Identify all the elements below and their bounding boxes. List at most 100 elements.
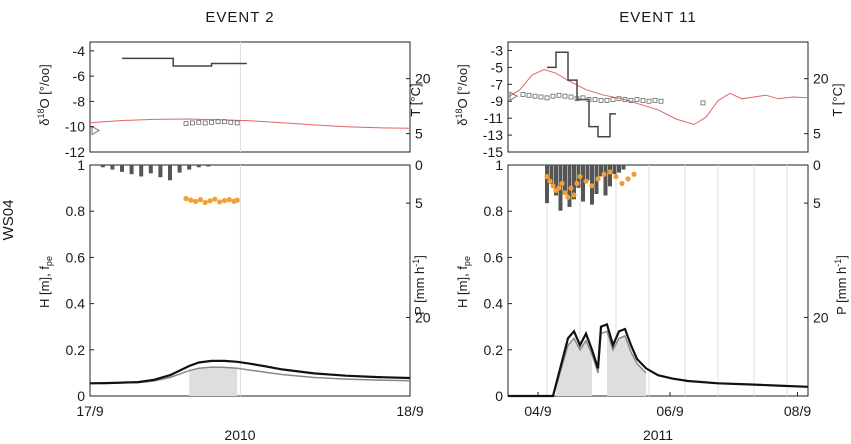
H-event-line-event2 — [89, 366, 411, 385]
rain-d18O-step-event2 — [122, 57, 247, 67]
precip-bar — [100, 165, 105, 168]
fpe-point — [183, 195, 189, 202]
bottom-left-tick-label: 0.6 — [66, 249, 86, 265]
fpe-point — [559, 180, 565, 187]
fpe-point — [207, 198, 213, 204]
bottom-left-tick-label: 0.2 — [66, 342, 86, 358]
year-event11: 2011 — [643, 427, 673, 443]
bottom-left-tick-label: 0.8 — [66, 203, 86, 219]
bottom-left-tick-label: 0.4 — [66, 296, 86, 312]
fpe-point — [631, 171, 637, 177]
bottom-right-tick-label: 5 — [415, 195, 423, 211]
top-left-tick-label: -7 — [491, 76, 504, 92]
H-label-event11: H [m], fpe — [455, 256, 472, 308]
stream-d18O-point — [580, 95, 586, 101]
precip-bar — [148, 165, 153, 174]
bottom-right-tick-label: 0 — [813, 157, 821, 173]
event-water-shade — [556, 338, 592, 396]
fpe-point — [601, 171, 607, 177]
title-event11: EVENT 11 — [619, 9, 696, 26]
stream-d18O-point — [544, 95, 550, 101]
plot-layer: -4 -6 -8 -10 -12 5 20 0 0.2 0.4 0.6 0.8 1 0 5 20 17/9 18/… — [65, 41, 829, 419]
bottom-frame-event11 — [507, 164, 809, 397]
start-marker-event2 — [91, 125, 101, 136]
precip-bar — [581, 165, 585, 202]
fpe-point — [565, 194, 571, 200]
precip-bar — [599, 165, 603, 177]
top-left-tick-label: -12 — [65, 144, 85, 160]
precip-bar — [608, 165, 612, 187]
bottom-left-tick-label: 0 — [495, 388, 503, 404]
row-label: WS04 — [0, 200, 17, 241]
top-frame-event11 — [507, 41, 809, 153]
fpe-point — [193, 198, 199, 205]
top-left-tick-label: -3 — [491, 42, 504, 58]
bottom-left-tick-label: 0.8 — [484, 203, 504, 219]
fpe-point — [568, 185, 574, 191]
stream-d18O-point — [574, 96, 580, 102]
stream-d18O-point — [209, 119, 215, 125]
top-left-tick-label: -4 — [73, 43, 86, 59]
x-tick-label: 17/9 — [76, 403, 103, 419]
bottom-right-tick-label: 20 — [415, 309, 431, 325]
P-label-event2: P [mm h-1] — [411, 255, 427, 315]
precip-bar — [129, 165, 134, 175]
event-water-shade — [189, 367, 238, 396]
title-event2: EVENT 2 — [205, 9, 274, 26]
stream-d18O-point — [610, 97, 616, 102]
bottom-left-tick-label: 0.4 — [484, 296, 504, 312]
top-right-tick-label: 5 — [415, 126, 423, 142]
precip-bar — [554, 165, 558, 196]
stream-d18O-point — [183, 121, 189, 126]
stream-d18O-point — [568, 94, 574, 100]
fpe-point — [556, 185, 562, 191]
H-total-line-event2 — [89, 359, 411, 385]
top-left-tick-label: -10 — [65, 119, 85, 135]
fpe-point — [613, 173, 619, 180]
x-tick-label: 06/9 — [656, 403, 683, 419]
stream-d18O-point — [604, 97, 610, 103]
precip-bar — [120, 165, 124, 172]
start-marker-event11 — [509, 91, 519, 102]
H-label-event2: H [m], fpe — [37, 256, 54, 308]
stream-d18O-point — [221, 119, 227, 125]
precip-bar — [187, 165, 192, 170]
precip-bar — [196, 165, 201, 168]
stream-d18O-point — [616, 96, 622, 102]
fpe-point — [202, 199, 208, 206]
P-label-event11: P [mm h-1] — [833, 255, 849, 315]
event-water-shade — [607, 331, 646, 396]
fpe-point — [212, 196, 218, 202]
year-event2: 2010 — [224, 427, 255, 443]
fpe-point — [234, 197, 240, 203]
bottom-left-tick-label: 0.6 — [484, 249, 504, 265]
H-total-line-event11 — [508, 322, 809, 398]
stream-d18O-point — [634, 97, 640, 102]
precip-bar — [617, 165, 621, 173]
stream-d18O-point — [550, 93, 556, 99]
top-left-tick-label: -11 — [484, 110, 503, 126]
fpe-point — [221, 197, 227, 204]
top-left-tick-label: -5 — [491, 59, 504, 75]
fpe-point — [217, 199, 223, 205]
fpe-point — [550, 183, 556, 189]
fpe-point — [583, 178, 589, 184]
fpe-point — [589, 183, 595, 189]
stream-d18O-point — [646, 98, 652, 104]
d18O-label-event11: δ18O [°/oo] — [454, 64, 470, 126]
bottom-left-tick-label: 1 — [495, 157, 503, 173]
bottom-frame-event2 — [89, 164, 411, 397]
precip-bar — [545, 165, 549, 204]
stream-d18O-point — [562, 93, 568, 99]
top-left-tick-label: -6 — [73, 68, 86, 84]
fpe-point — [226, 197, 232, 203]
stream-d18O-point — [640, 97, 646, 103]
fpe-point — [544, 173, 550, 180]
stream-d18O-point — [532, 93, 538, 99]
stream-d18O-point — [556, 92, 562, 98]
temperature-line-event11 — [507, 68, 809, 126]
top-left-tick-label: -15 — [483, 144, 503, 160]
precip-bar — [572, 165, 576, 200]
precip-bar — [549, 165, 554, 185]
stream-d18O-point — [202, 120, 208, 126]
